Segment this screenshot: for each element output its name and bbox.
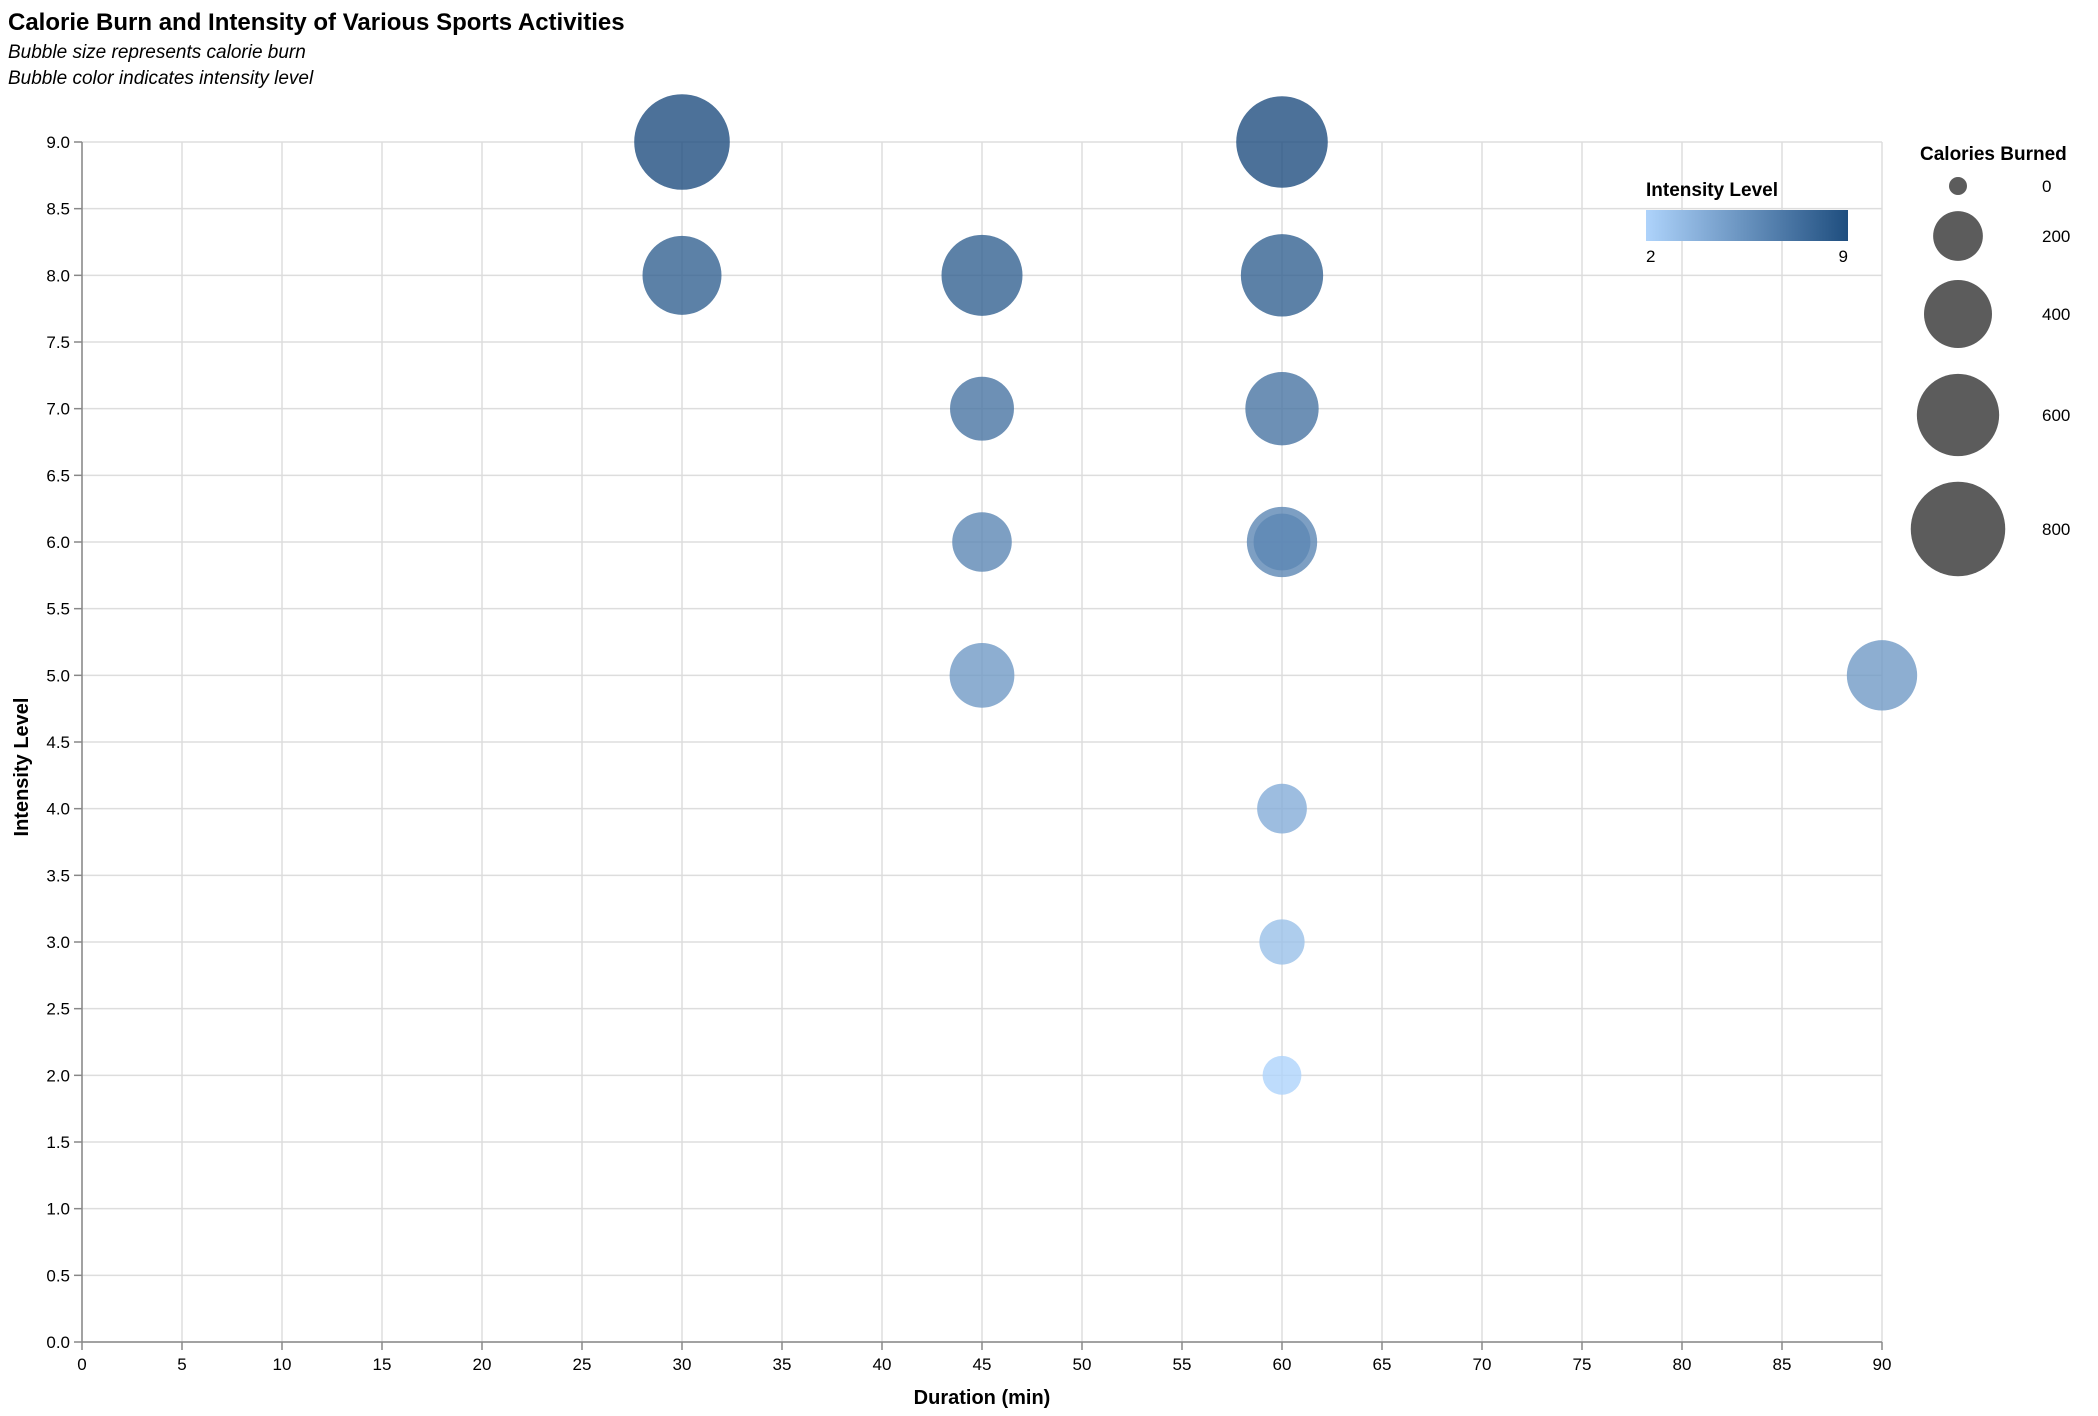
y-tick-label: 4.5 — [46, 733, 70, 752]
y-axis-title: Intensity Level — [11, 698, 33, 837]
bubble-point — [1253, 513, 1311, 571]
axes: 0 5 10 15 20 25 30 35 40 45 50 55 60 65 70 75 80 85 90 0.0 0… — [46, 133, 1891, 1374]
x-tick-label: 30 — [673, 1355, 692, 1374]
x-tick-label: 10 — [273, 1355, 292, 1374]
y-tick-label: 3.5 — [46, 866, 70, 885]
x-tick-label: 75 — [1573, 1355, 1592, 1374]
chart-subtitle-line-2: Bubble color indicates intensity level — [8, 68, 314, 89]
grid-lines — [81, 141, 1883, 1343]
size-legend-label: 0 — [2042, 177, 2051, 196]
bubble-point — [952, 512, 1012, 572]
bubble-point — [642, 235, 722, 315]
size-legend-symbol — [1916, 373, 2000, 457]
x-tick-label: 80 — [1673, 1355, 1692, 1374]
y-tick-label: 6.5 — [46, 466, 70, 485]
y-tick-label: 6.0 — [46, 533, 70, 552]
data-bubbles — [634, 94, 1918, 1095]
y-tick-label: 5.5 — [46, 600, 70, 619]
x-tick-label: 70 — [1473, 1355, 1492, 1374]
x-tick-label: 15 — [373, 1355, 392, 1374]
y-tick-label: 0.0 — [46, 1333, 70, 1352]
color-legend-max-label: 9 — [1839, 247, 1848, 266]
color-legend: Intensity Level 2 9 — [1646, 180, 1848, 266]
color-legend-min-label: 2 — [1646, 247, 1655, 266]
y-tick-label: 2.5 — [46, 1000, 70, 1019]
bubble-point — [1846, 640, 1918, 711]
x-axis-title: Duration (min) — [914, 1387, 1051, 1409]
y-tick-label: 0.5 — [46, 1266, 70, 1285]
bubble-point — [634, 94, 730, 190]
y-tick-label: 3.0 — [46, 933, 70, 952]
bubble-point — [950, 376, 1014, 441]
size-legend-symbol — [1923, 279, 1993, 349]
x-tick-label: 90 — [1873, 1355, 1892, 1374]
y-tick-label: 8.0 — [46, 266, 70, 285]
size-legend-label: 600 — [2042, 406, 2070, 425]
y-tick-label: 9.0 — [46, 133, 70, 152]
size-legend-label: 400 — [2042, 305, 2070, 324]
x-tick-label: 0 — [77, 1355, 86, 1374]
size-legend-title: Calories Burned — [1920, 144, 2067, 165]
x-tick-label: 40 — [873, 1355, 892, 1374]
x-tick-label: 50 — [1073, 1355, 1092, 1374]
y-tick-label: 1.5 — [46, 1133, 70, 1152]
x-tick-label: 5 — [177, 1355, 186, 1374]
x-tick-label: 45 — [973, 1355, 992, 1374]
x-tick-label: 55 — [1173, 1355, 1192, 1374]
bubble-point — [949, 642, 1015, 708]
size-legend-symbol — [1933, 211, 1983, 261]
bubble-point — [1240, 234, 1324, 317]
size-legend-symbol — [1910, 481, 2006, 577]
chart-title: Calorie Burn and Intensity of Various Sp… — [8, 9, 625, 36]
chart-subtitle-line-1: Bubble size represents calorie burn — [8, 42, 306, 63]
y-tick-label: 2.0 — [46, 1066, 70, 1085]
x-tick-label: 20 — [473, 1355, 492, 1374]
color-legend-gradient — [1646, 210, 1848, 241]
x-tick-label: 25 — [573, 1355, 592, 1374]
y-tick-label: 8.5 — [46, 200, 70, 219]
bubble-point — [1257, 783, 1307, 834]
size-legend-label: 800 — [2042, 520, 2070, 539]
y-tick-label: 7.0 — [46, 400, 70, 419]
y-tick-label: 1.0 — [46, 1200, 70, 1219]
x-tick-label: 85 — [1773, 1355, 1792, 1374]
bubble-point — [941, 234, 1023, 316]
y-tick-label: 7.5 — [46, 333, 70, 352]
color-legend-title: Intensity Level — [1646, 180, 1778, 201]
bubble-point — [1236, 96, 1328, 188]
y-tick-label: 4.0 — [46, 800, 70, 819]
bubble-point — [1259, 919, 1305, 965]
x-tick-label: 65 — [1373, 1355, 1392, 1374]
bubble-point — [1245, 372, 1319, 446]
x-tick-label: 35 — [773, 1355, 792, 1374]
size-legend-label: 200 — [2042, 227, 2070, 246]
x-tick-label: 60 — [1273, 1355, 1292, 1374]
size-legend: Calories Burned 0 200 400 600 800 — [1910, 144, 2070, 577]
size-legend-symbol — [1949, 177, 1967, 195]
y-tick-label: 5.0 — [46, 666, 70, 685]
bubble-point — [1262, 1055, 1302, 1095]
